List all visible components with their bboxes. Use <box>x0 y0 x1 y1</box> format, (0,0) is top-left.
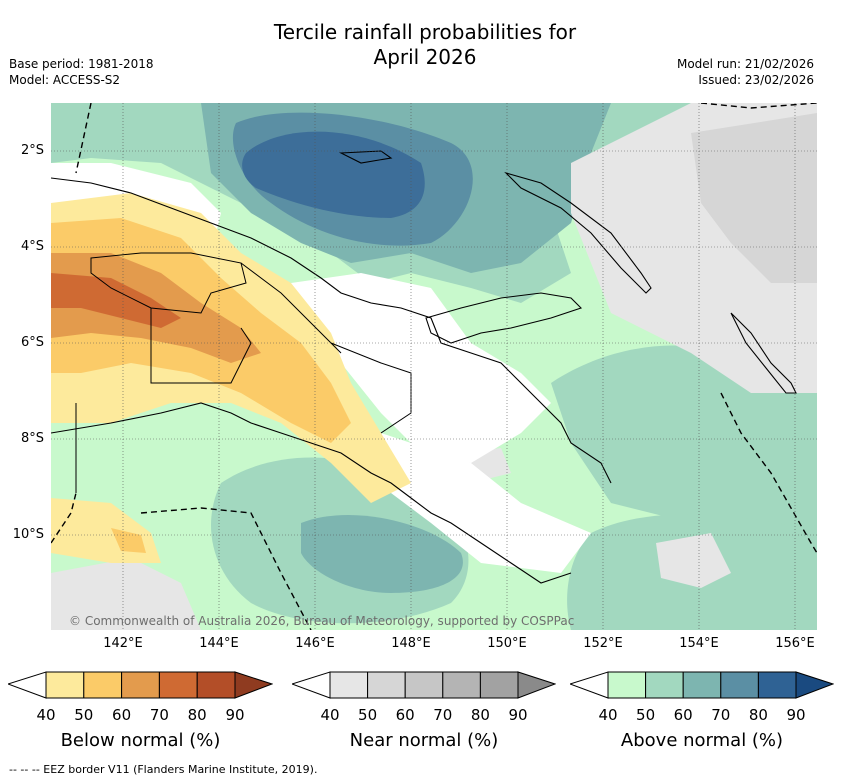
issued-date: Issued: 23/02/2026 <box>698 73 814 87</box>
legend-near-normal: 40 50 60 70 80 90 <box>290 670 557 724</box>
colorbar-tick-label: 60 <box>112 706 132 724</box>
colorbar-tick-label: 90 <box>225 706 245 724</box>
colorbar-tick-label: 90 <box>786 706 806 724</box>
meta-left: Base period: 1981-2018 Model: ACCESS-S2 <box>9 56 154 88</box>
legend-below-normal: 40 50 60 70 80 90 <box>6 670 274 724</box>
meta-right: Model run: 21/02/2026 Issued: 23/02/2026 <box>677 56 814 88</box>
colorbar-segment <box>367 671 406 699</box>
colorbar-over-arrow <box>517 671 557 699</box>
white-region-central <box>291 273 551 463</box>
above-normal-60-south <box>301 514 463 593</box>
colorbar-tick-label: 60 <box>673 706 693 724</box>
colorbar-segment <box>329 671 369 699</box>
colorbar-segment <box>479 671 519 699</box>
legend-above-normal: 40 50 60 70 80 90 <box>568 670 835 724</box>
lat-label-8s: 8°S <box>20 431 44 446</box>
colorbar-tick-label: 50 <box>636 706 656 724</box>
legend-below-title: Below normal (%) <box>60 730 221 751</box>
above-normal-80-north <box>242 131 425 218</box>
colorbar-segment <box>682 671 722 699</box>
lon-label-156e: 156°E <box>775 636 815 651</box>
below-normal-50-southwest <box>111 528 146 553</box>
base-period: Base period: 1981-2018 <box>9 57 154 71</box>
new-guinea-south-coast <box>51 402 572 584</box>
colorbar-tick-label: 80 <box>470 706 490 724</box>
new-britain <box>425 292 583 344</box>
colorbar-tick-label: 40 <box>320 706 340 724</box>
colorbar-tick-label: 40 <box>36 706 56 724</box>
map-title: Tercile rainfall probabilities for April… <box>0 20 850 70</box>
above-normal-50-east <box>551 345 817 573</box>
eez-footnote: -- -- -- EEZ border V11 (Flanders Marine… <box>9 763 318 776</box>
legend-near-title: Near normal (%) <box>349 730 499 751</box>
near-normal-40-southwest <box>51 558 201 630</box>
probability-map <box>51 103 817 630</box>
colorbar-segment <box>45 671 85 699</box>
colorbar-graphic <box>568 671 835 699</box>
map-credit: © Commonwealth of Australia 2026, Bureau… <box>69 614 575 628</box>
lat-label-4s: 4°S <box>20 239 44 254</box>
colorbar-tick-label: 70 <box>149 706 169 724</box>
coastlines <box>51 150 797 584</box>
new-ireland <box>504 171 652 294</box>
colorbar-segment <box>158 671 198 699</box>
colorbar-segment <box>121 671 160 699</box>
colorbar-segment <box>196 671 236 699</box>
legend-above-title: Above normal (%) <box>620 730 784 751</box>
white-region-south <box>381 433 591 573</box>
colorbar-tick-label: 60 <box>395 706 415 724</box>
colorbar-graphic <box>6 671 274 699</box>
model-run: Model run: 21/02/2026 <box>676 57 814 71</box>
title-line-2: April 2026 <box>373 45 477 69</box>
colorbar-tick-label: 50 <box>74 706 94 724</box>
below-normal-70 <box>51 273 181 328</box>
colorbar-graphic <box>290 671 557 699</box>
colorbar-segment <box>720 671 759 699</box>
colorbar-over-arrow <box>234 671 274 699</box>
model-name: Model: ACCESS-S2 <box>9 73 121 87</box>
lon-label-144e: 144°E <box>199 636 239 651</box>
eez-borders <box>51 103 817 630</box>
colorbar-tick-label: 50 <box>358 706 378 724</box>
near-normal-50-east <box>691 113 817 283</box>
lat-label-2s: 2°S <box>20 143 44 158</box>
lon-label-152e: 152°E <box>583 636 623 651</box>
near-normal-40-southeast <box>656 533 731 588</box>
colorbar-segment <box>645 671 684 699</box>
colorbar-tick-label: 80 <box>748 706 768 724</box>
lat-label-10s: 10°S <box>12 527 44 542</box>
lon-label-154e: 154°E <box>679 636 719 651</box>
colorbar-segment <box>607 671 647 699</box>
colorbar-segment <box>757 671 797 699</box>
bougainville <box>730 312 797 394</box>
colorbar-segment <box>404 671 444 699</box>
lon-label-148e: 148°E <box>391 636 431 651</box>
lat-label-6s: 6°S <box>20 335 44 350</box>
colorbar-under-arrow <box>568 671 609 699</box>
title-line-1: Tercile rainfall probabilities for <box>273 20 577 44</box>
colorbar-tick-label: 70 <box>711 706 731 724</box>
lon-label-150e: 150°E <box>487 636 527 651</box>
colorbar-tick-label: 90 <box>508 706 528 724</box>
colorbar-segment <box>442 671 481 699</box>
new-guinea-north-coast <box>51 177 612 484</box>
manus-island <box>338 150 393 164</box>
lon-label-142e: 142°E <box>103 636 143 651</box>
colorbar-under-arrow <box>6 671 47 699</box>
colorbar-under-arrow <box>290 671 331 699</box>
graticule <box>51 103 817 630</box>
colorbar-tick-label: 80 <box>187 706 207 724</box>
colorbar-segment <box>83 671 123 699</box>
lon-label-146e: 146°E <box>295 636 335 651</box>
colorbar-over-arrow <box>795 671 835 699</box>
colorbar-tick-label: 70 <box>433 706 453 724</box>
colorbar-tick-label: 40 <box>598 706 618 724</box>
